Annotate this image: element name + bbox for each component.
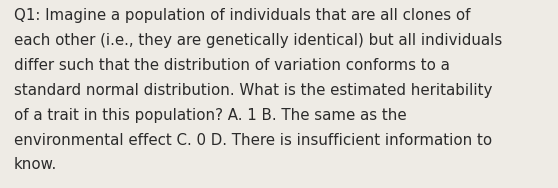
Text: Q1: Imagine a population of individuals that are all clones of: Q1: Imagine a population of individuals … xyxy=(14,8,470,24)
Text: each other (i.e., they are genetically identical) but all individuals: each other (i.e., they are genetically i… xyxy=(14,33,502,48)
Text: environmental effect C. 0 D. There is insufficient information to: environmental effect C. 0 D. There is in… xyxy=(14,133,492,148)
Text: differ such that the distribution of variation conforms to a: differ such that the distribution of var… xyxy=(14,58,450,73)
Text: standard normal distribution. What is the estimated heritability: standard normal distribution. What is th… xyxy=(14,83,492,98)
Text: of a trait in this population? A. 1 B. The same as the: of a trait in this population? A. 1 B. T… xyxy=(14,108,407,123)
Text: know.: know. xyxy=(14,157,57,172)
